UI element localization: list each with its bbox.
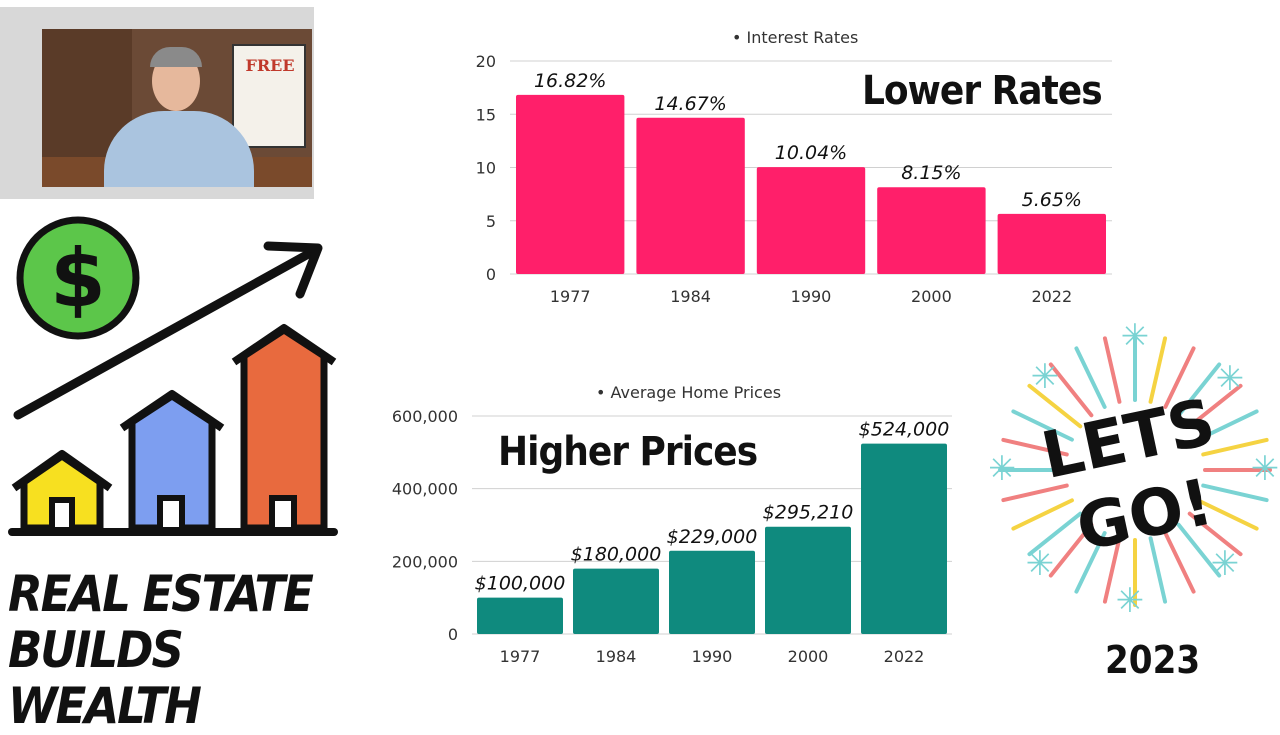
x-tick-label: 2022 — [1031, 287, 1072, 306]
tagline: REAL ESTATE BUILDS WEALTH — [8, 566, 348, 734]
data-label: $229,000 — [667, 526, 758, 548]
burst-ray — [1148, 536, 1168, 604]
burst-ray — [1196, 409, 1259, 442]
sparkle-icon: ✳ — [1116, 581, 1145, 620]
data-label: 16.82% — [534, 70, 606, 92]
whiteboard-text: FREE — [245, 56, 295, 75]
x-tick-label: 1990 — [791, 287, 832, 306]
webcam-thumbnail: FREE — [0, 7, 314, 199]
svg-text:$: $ — [50, 232, 106, 325]
burst-ray — [1074, 346, 1107, 409]
burst-ray — [1187, 511, 1243, 557]
burst-ray — [1074, 531, 1107, 594]
y-tick-label: 0 — [448, 625, 458, 644]
interest-rates-title: • Interest Rates — [732, 28, 859, 47]
y-tick-label: 600,000 — [392, 407, 458, 426]
home-prices-title: • Average Home Prices — [596, 383, 782, 402]
wealth-graphic: $ — [8, 216, 338, 536]
burst-ray — [1163, 346, 1196, 409]
x-tick-label: 1984 — [596, 647, 637, 666]
year-label: 2023 — [1105, 638, 1201, 682]
burst-ray — [1102, 536, 1122, 604]
bar — [861, 443, 947, 634]
house-icon — [8, 324, 338, 536]
bar — [765, 526, 851, 634]
sparkle-icon: ✳ — [1251, 449, 1280, 489]
home-prices-svg: 0 200,000 400,000 600,000 $100,000 1977 $180,0… — [392, 407, 952, 666]
burst-ray — [1187, 383, 1243, 429]
sparkle-icon: ✳ — [1121, 320, 1150, 357]
bar — [636, 117, 745, 275]
burst-ray — [1176, 522, 1222, 578]
burst-ray — [1163, 531, 1196, 594]
y-tick-label: 400,000 — [392, 480, 458, 499]
burst-ray — [1201, 437, 1269, 457]
x-tick-label: 2000 — [911, 287, 952, 306]
bar — [877, 187, 986, 274]
sparkle-icon: ✳ — [1026, 544, 1055, 584]
burst-ray — [1048, 362, 1094, 418]
bar — [516, 94, 625, 274]
sparkle-icon: ✳ — [1211, 544, 1240, 584]
dollar-coin-icon: $ — [16, 216, 140, 340]
burst-ray — [1001, 483, 1069, 503]
y-tick-label: 10 — [476, 159, 496, 178]
y-tick-label: 0 — [486, 265, 496, 284]
interest-rates-chart: • Interest Rates Lower Rates 0 5 10 15 20 16.… — [460, 28, 1120, 310]
home-prices-chart: • Average Home Prices Higher Prices 0 200… — [360, 383, 960, 673]
firework-burst-icon: ✳ ✳ ✳ ✳ ✳ ✳ ✳ ✳ — [990, 320, 1279, 620]
tagline-line-2: BUILDS WEALTH — [8, 621, 202, 735]
data-label: $295,210 — [763, 502, 854, 524]
bar — [756, 167, 866, 274]
y-tick-label: 5 — [486, 212, 496, 231]
data-label: $524,000 — [859, 419, 950, 441]
x-tick-label: 1990 — [692, 647, 733, 666]
burst-ray — [1148, 336, 1168, 404]
tagline-line-1: REAL ESTATE — [8, 565, 314, 623]
data-label: 8.15% — [901, 162, 961, 184]
growth-arrow-icon — [13, 241, 323, 420]
bar — [669, 550, 755, 634]
burst-ray — [1196, 498, 1259, 531]
x-tick-label: 2022 — [884, 647, 925, 666]
bar — [997, 213, 1106, 274]
lets-go-badge: ✳✳✳✳✳✳✳✳ LETSGO! — [990, 320, 1279, 620]
y-tick-label: 20 — [476, 52, 496, 71]
data-label: 5.65% — [1022, 189, 1082, 211]
burst-ray — [1027, 383, 1083, 429]
data-label: $180,000 — [571, 544, 662, 566]
burst-ray — [1048, 522, 1094, 578]
burst-ray — [1011, 498, 1074, 531]
burst-ray — [1176, 362, 1222, 418]
burst-ray — [1201, 483, 1269, 503]
interest-rates-svg: 0 5 10 15 20 16.82% 1977 14.67% 1984 10.04% 1990 8.… — [476, 52, 1112, 306]
y-tick-label: 15 — [476, 105, 496, 124]
sparkle-icon: ✳ — [990, 449, 1016, 489]
presenter-body — [104, 111, 254, 187]
y-tick-label: 200,000 — [392, 552, 458, 571]
data-label: $100,000 — [475, 573, 566, 595]
x-tick-label: 1984 — [670, 287, 711, 306]
sparkle-icon: ✳ — [1216, 359, 1245, 399]
whiteboard: FREE — [232, 44, 306, 148]
webcam-frame: FREE — [42, 29, 312, 187]
bar — [477, 597, 563, 634]
burst-ray — [1001, 437, 1069, 457]
data-label: 10.04% — [775, 142, 847, 164]
x-tick-label: 1977 — [550, 287, 591, 306]
presenter-hair — [150, 47, 202, 67]
burst-ray — [1102, 336, 1122, 404]
lower-rates-overlay: Lower Rates — [862, 68, 1103, 114]
burst-ray — [1027, 511, 1083, 557]
burst-ray — [1011, 409, 1074, 442]
bar — [573, 568, 659, 634]
x-tick-label: 2000 — [788, 647, 829, 666]
sparkle-icon: ✳ — [1031, 357, 1060, 397]
higher-prices-overlay: Higher Prices — [498, 429, 758, 475]
data-label: 14.67% — [654, 93, 726, 115]
x-tick-label: 1977 — [500, 647, 541, 666]
